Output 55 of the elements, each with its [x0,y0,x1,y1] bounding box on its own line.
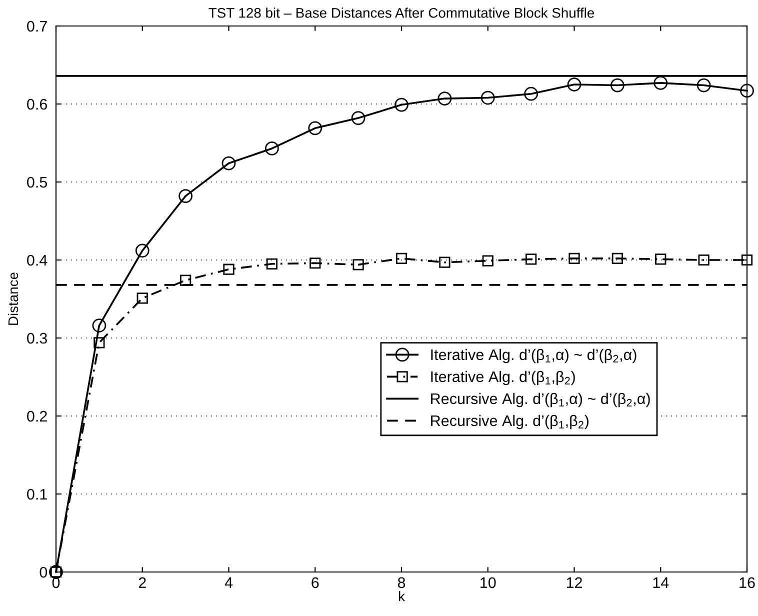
y-tick-label: 0.1 [27,488,47,500]
point [482,255,494,266]
x-tick-label: 8 [398,577,406,588]
x-tick-label: 14 [653,577,669,588]
point [438,92,452,106]
point [394,98,408,112]
y-tick-label: 0.6 [27,98,47,110]
y-tick-label: 0.3 [27,332,47,344]
point [180,274,192,286]
y-tick-label: 0.4 [27,254,48,266]
point [222,156,236,170]
legend-label: Iterative Alg. d’(β$_{1}$,α) ~ d’(β$_{2}$,α) [431,348,636,364]
point [310,258,321,269]
point [94,337,105,348]
y-tick-label: 0.5 [27,176,48,188]
y-tick-label: 0.2 [27,410,47,422]
point [352,259,364,270]
point [524,86,538,101]
x-axis-title: k [398,591,405,602]
y-tick-label: 0.7 [27,20,47,32]
point [136,292,148,304]
point [612,252,623,264]
point [396,252,408,264]
x-tick-label: 2 [138,577,146,588]
legend-label: Recursive Alg. d’(β$_{1}$,β$_{2}$) [431,414,588,430]
point [568,252,580,264]
point [135,244,150,258]
point [610,78,624,92]
point [740,84,754,98]
x-tick-label: 10 [480,577,496,588]
point [696,78,711,92]
point [351,111,366,125]
legend-label: Recursive Alg. d’(β$_{1}$,α) ~ d’(β$_{2}$,α) [431,392,650,408]
point [567,78,582,92]
y-axis-title: Distance [8,272,18,325]
point [698,254,710,266]
point [223,264,234,275]
y-tick-label: 0 [40,566,48,578]
point [264,142,279,156]
point [654,76,668,90]
x-tick-label: 16 [740,577,755,588]
x-tick-label: 12 [566,577,582,588]
point [655,254,666,265]
point [266,258,278,270]
point [439,256,450,268]
chart-title: TST 128 bit – Base Distances After Commutative Block Shuffle [208,8,594,18]
x-tick-label: 4 [224,577,233,588]
point [178,189,193,203]
point [308,121,322,136]
legend-label: Iterative Alg. d’(β$_{1}$,β$_{2}$) [431,370,575,386]
point [480,90,495,105]
x-tick-label: 6 [312,577,319,588]
point [526,254,537,265]
point [92,318,106,332]
point [741,254,753,266]
